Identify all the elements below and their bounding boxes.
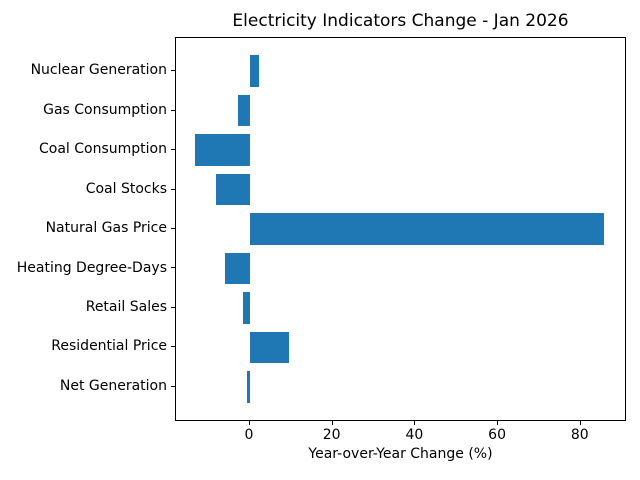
category-label: Coal Stocks bbox=[85, 180, 167, 197]
x-tick-label: 20 bbox=[322, 427, 341, 443]
y-tick bbox=[171, 346, 175, 347]
category-label: Net Generation bbox=[59, 377, 167, 394]
category-label: Nuclear Generation bbox=[30, 62, 167, 79]
bar bbox=[247, 371, 250, 403]
x-tick bbox=[497, 421, 499, 425]
bar bbox=[250, 55, 260, 87]
y-tick bbox=[171, 228, 175, 229]
plot-area bbox=[175, 37, 626, 421]
x-tick-label: 0 bbox=[244, 427, 254, 443]
bar bbox=[250, 213, 604, 245]
x-tick bbox=[579, 421, 581, 425]
x-tick bbox=[249, 421, 250, 425]
category-label: Natural Gas Price bbox=[45, 220, 167, 236]
chart-title: Electricity Indicators Change - Jan 2026 bbox=[232, 11, 569, 31]
x-axis-label: Year-over-Year Change (%) bbox=[308, 446, 493, 462]
x-tick-label: 40 bbox=[405, 427, 424, 443]
category-label: Heating Degree-Days bbox=[16, 259, 167, 276]
bar bbox=[243, 292, 250, 324]
y-tick bbox=[171, 386, 175, 387]
y-tick bbox=[171, 110, 175, 111]
bar bbox=[195, 134, 250, 166]
x-tick bbox=[331, 421, 333, 425]
x-tick bbox=[414, 421, 416, 425]
x-tick-label: 60 bbox=[488, 427, 506, 443]
bar bbox=[216, 173, 250, 206]
category-label: Residential Price bbox=[51, 338, 167, 355]
category-label: Retail Sales bbox=[85, 298, 167, 315]
y-tick bbox=[171, 70, 175, 71]
bar bbox=[250, 331, 289, 364]
category-label: Coal Consumption bbox=[39, 141, 167, 158]
x-tick-label: 80 bbox=[570, 427, 589, 443]
bar bbox=[237, 94, 250, 127]
category-label: Gas Consumption bbox=[43, 101, 167, 118]
y-tick bbox=[171, 189, 175, 190]
y-tick bbox=[171, 267, 175, 268]
bar bbox=[225, 252, 250, 285]
y-tick bbox=[171, 149, 175, 150]
y-tick bbox=[171, 307, 175, 308]
